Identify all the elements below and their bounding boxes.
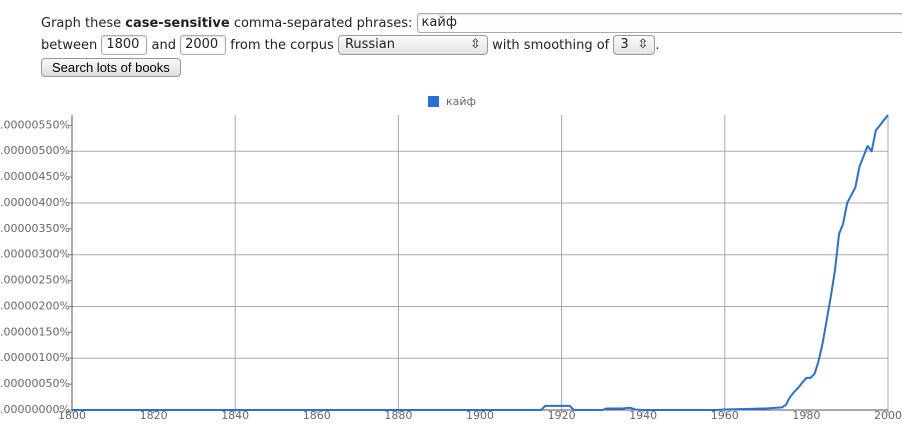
- label: between: [41, 37, 98, 53]
- query-form: Graph these case-sensitive comma-separat…: [41, 12, 902, 78]
- x-tick-label: 1920: [548, 409, 576, 422]
- y-tick-label: 0.00000000%: [0, 403, 70, 416]
- label: .: [655, 37, 660, 53]
- y-tick-label: 0.00000300%: [0, 248, 70, 261]
- legend-swatch: [428, 96, 439, 107]
- range-row: between 1800 and 2000 from the corpus Ru…: [41, 34, 902, 56]
- corpus-select[interactable]: Russian ⇳: [337, 35, 488, 55]
- label: comma-separated phrases:: [233, 15, 413, 31]
- label: Graph these: [41, 15, 122, 31]
- x-tick-label: 1840: [221, 409, 249, 422]
- select-arrow: ⇳: [637, 37, 649, 52]
- y-tick-label: 0.00000450%: [0, 170, 70, 183]
- y-tick-label: 0.00000150%: [0, 325, 70, 338]
- y-tick-label: 0.00000350%: [0, 222, 70, 235]
- phrase-row: Graph these case-sensitive comma-separat…: [41, 12, 902, 34]
- select-value: Russian: [344, 37, 396, 52]
- label: and: [151, 37, 176, 53]
- y-tick-label: 0.00000200%: [0, 299, 70, 312]
- y-tick-label: 0.00000250%: [0, 274, 70, 287]
- y-tick-label: 0.00000550%: [0, 118, 70, 131]
- x-tick-label: 1980: [792, 409, 820, 422]
- phrase-input[interactable]: кайф: [416, 13, 902, 33]
- x-tick-label: 1880: [384, 409, 412, 422]
- y-tick-label: 0.00000400%: [0, 196, 70, 209]
- button-row: Search lots of books: [41, 56, 902, 78]
- x-tick-label: 1800: [58, 409, 86, 422]
- legend-label: кайф: [446, 95, 476, 108]
- smoothing-select[interactable]: 3 ⇳: [613, 35, 656, 55]
- select-arrow: ⇳: [470, 37, 481, 52]
- label: with smoothing of: [492, 37, 610, 53]
- x-tick-label: 1860: [303, 409, 331, 422]
- x-tick-label: 2000: [874, 409, 902, 422]
- label: case-sensitive: [125, 15, 230, 31]
- series-line: [72, 114, 889, 411]
- y-tick-label: 0.00000050%: [0, 377, 70, 390]
- x-tick-label: 1960: [711, 409, 739, 422]
- x-tick-label: 1820: [140, 409, 168, 422]
- select-value: 3: [620, 37, 629, 52]
- search-button[interactable]: Search lots of books: [41, 57, 181, 77]
- label: from the corpus: [230, 37, 334, 53]
- x-tick-label: 1900: [466, 409, 494, 422]
- y-tick-label: 0.00000100%: [0, 351, 70, 364]
- end-year-input[interactable]: 2000: [180, 35, 227, 55]
- x-tick-label: 1940: [629, 409, 657, 422]
- start-year-input[interactable]: 1800: [101, 35, 148, 55]
- y-tick-label: 0.00000500%: [0, 144, 70, 157]
